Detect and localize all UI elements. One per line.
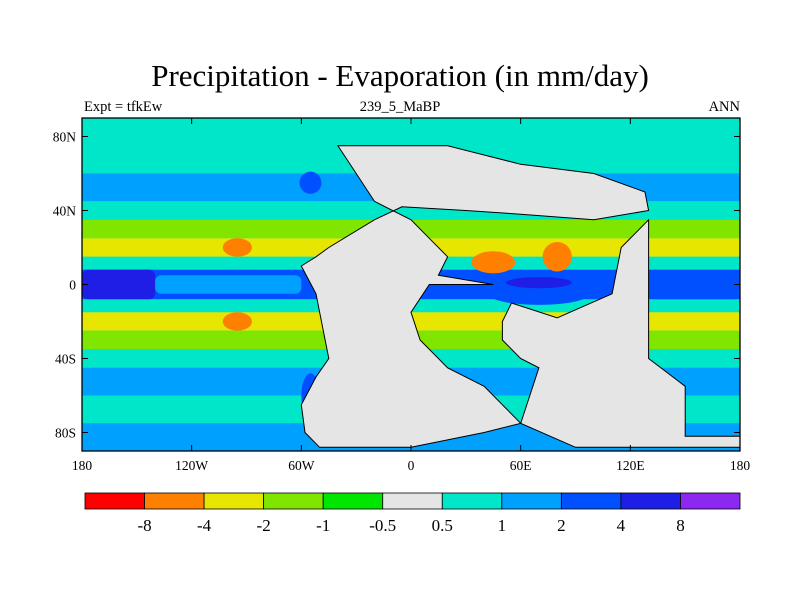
colorbar-label: 1 xyxy=(498,516,507,535)
field-band xyxy=(82,269,156,300)
x-tick-label: 120W xyxy=(175,458,208,473)
y-tick-label: 80N xyxy=(53,130,77,145)
season-label: ANN xyxy=(708,99,740,115)
x-tick-label: 0 xyxy=(408,458,415,473)
field-band xyxy=(648,269,740,300)
colorbar-swatch xyxy=(382,492,443,510)
colorbar-swatch xyxy=(620,492,681,510)
colorbar-swatch xyxy=(680,492,741,510)
chart-title: Precipitation - Evaporation (in mm/day) xyxy=(151,58,649,93)
x-tick-label: 60W xyxy=(288,458,315,473)
field-blob xyxy=(299,171,322,194)
y-tick-label: 0 xyxy=(69,278,76,293)
field-blob xyxy=(471,251,516,274)
colorbar-label: -2 xyxy=(257,516,271,535)
x-axis: 180 120W 60W 0 60E 120E 180 xyxy=(72,118,751,473)
field-blob xyxy=(222,238,252,257)
colorbar-swatch xyxy=(560,492,622,510)
colorbar-label: 2 xyxy=(557,516,566,535)
colorbar-label: -0.5 xyxy=(369,516,396,535)
colorbar-swatch xyxy=(144,492,205,510)
x-tick-label: 120E xyxy=(616,458,645,473)
colorbar-label: -8 xyxy=(137,516,151,535)
colorbar-swatch xyxy=(441,492,503,510)
field-blob xyxy=(222,312,252,331)
colorbar-swatch xyxy=(203,492,265,510)
colorbar-swatch xyxy=(501,492,562,510)
colorbar-swatch xyxy=(322,492,384,510)
colorbar-swatch xyxy=(263,492,324,510)
colorbar-label: -1 xyxy=(316,516,330,535)
field-blob xyxy=(487,282,591,305)
x-tick-label: 180 xyxy=(730,458,751,473)
field-band xyxy=(155,275,302,294)
colorbar-label: 4 xyxy=(617,516,626,535)
y-tick-label: 40S xyxy=(55,352,76,367)
field-blob xyxy=(506,277,572,289)
colorbar-label: 0.5 xyxy=(432,516,453,535)
x-tick-label: 180 xyxy=(72,458,93,473)
field-blob xyxy=(542,241,572,272)
y-tick-label: 80S xyxy=(55,426,76,441)
y-axis: 80N 40N 0 40S 80S xyxy=(53,130,740,441)
gondwana-east xyxy=(501,218,740,448)
experiment-label: Expt = tfkEw xyxy=(84,99,163,115)
age-label: 239_5_MaBP xyxy=(359,99,441,115)
y-tick-label: 40N xyxy=(53,204,77,219)
colorbar-label: 8 xyxy=(676,516,685,535)
x-tick-label: 60E xyxy=(510,458,532,473)
colorbar-swatch xyxy=(84,492,145,510)
map-field xyxy=(82,118,740,451)
north-landmass xyxy=(300,145,650,448)
colorbar: -8 -4 -2 -1 -0.5 0.5 1 2 4 8 xyxy=(84,492,741,535)
colorbar-label: -4 xyxy=(197,516,212,535)
